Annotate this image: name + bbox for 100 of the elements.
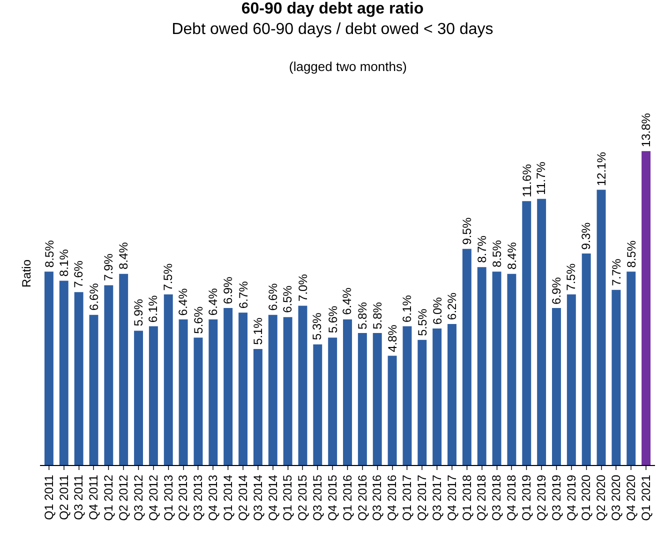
x-tick-label: Q2 2017	[415, 474, 430, 521]
data-label: 6.6%	[86, 282, 101, 311]
bar	[134, 330, 143, 465]
bar	[44, 272, 54, 465]
bar	[298, 306, 308, 465]
data-label: 7.0%	[296, 274, 310, 302]
x-tick-label: Q4 2017	[444, 474, 459, 521]
y-axis-title: Ratio	[19, 259, 34, 288]
data-label: 6.1%	[146, 295, 160, 323]
x-tick-label: Q3 2016	[370, 474, 384, 521]
bar	[612, 290, 621, 465]
data-label: 8.5%	[624, 240, 638, 268]
x-tick-label: Q1 2019	[520, 474, 534, 521]
x-tick-label: Q2 2015	[296, 474, 310, 521]
x-tick-label: Q3 2011	[72, 474, 86, 520]
data-label: 5.6%	[192, 306, 206, 334]
data-label: 11.7%	[534, 161, 548, 195]
x-tick-label: Q3 2014	[250, 474, 265, 521]
bar	[328, 338, 338, 465]
bar	[283, 317, 292, 465]
chart-subtitle: Debt owed 60-90 days / debt owed < 30 days	[172, 21, 494, 38]
data-label: 9.3%	[578, 222, 593, 250]
bar	[582, 253, 591, 465]
bar	[74, 292, 84, 465]
x-tick-label: Q2 2016	[355, 474, 370, 521]
bar	[268, 314, 278, 465]
x-tick-label: Q3 2020	[609, 474, 624, 521]
data-label: 8.5%	[42, 240, 56, 268]
bar	[148, 326, 158, 465]
bar	[178, 319, 188, 465]
x-tick-label: Q1 2014	[220, 474, 235, 521]
data-label: 6.5%	[280, 285, 295, 313]
data-label: 5.5%	[415, 308, 430, 336]
x-tick-label: Q1 2011	[42, 474, 56, 520]
x-tick-label: Q3 2012	[131, 474, 146, 521]
x-tick-label: Q4 2011	[86, 474, 101, 520]
data-label: 7.9%	[101, 253, 116, 281]
data-label: 5.6%	[326, 306, 340, 334]
text: (lagged two months)	[289, 59, 407, 74]
bar	[224, 308, 233, 465]
data-label: 8.4%	[504, 242, 519, 270]
data-label: 8.7%	[474, 235, 489, 263]
bar	[418, 340, 427, 465]
data-label: 6.7%	[236, 280, 250, 309]
bar	[507, 274, 516, 465]
data-label: 6.0%	[430, 296, 445, 325]
data-label: 13.8%	[638, 112, 653, 148]
x-tick-label: Q1 2021	[638, 474, 653, 521]
data-label: 6.4%	[206, 288, 220, 316]
bar	[164, 294, 173, 465]
x-tick-label: Q2 2012	[116, 474, 130, 521]
data-label: 6.1%	[400, 294, 414, 322]
x-tick-label: Q2 2020	[594, 474, 608, 521]
bar	[402, 326, 412, 465]
x-tick-label: Q2 2018	[474, 474, 489, 521]
data-label: 6.6%	[266, 283, 280, 311]
data-label: 7.5%	[564, 263, 578, 291]
data-label: 8.4%	[116, 242, 131, 270]
x-tick-label: Q1 2015	[280, 474, 295, 521]
x-tick-label: Q2 2019	[534, 474, 548, 521]
x-tick-label: Q2 2011	[56, 474, 71, 520]
bar	[462, 248, 472, 465]
bar	[566, 294, 576, 465]
data-label: 6.2%	[445, 292, 460, 320]
x-tick-label: Q1 2020	[579, 474, 594, 521]
bar	[194, 338, 203, 465]
bar	[522, 201, 532, 465]
data-label: 5.1%	[250, 317, 265, 345]
x-tick-label: Q4 2012	[146, 474, 160, 521]
data-label: 5.9%	[132, 298, 146, 326]
bar	[626, 272, 636, 465]
data-label: 5.8%	[370, 302, 384, 330]
x-tick-label: Q4 2020	[624, 474, 638, 521]
data-label: 4.8%	[385, 324, 400, 352]
data-label: 5.8%	[355, 302, 370, 330]
bar	[208, 319, 218, 465]
data-label: 7.7%	[609, 258, 624, 286]
bar	[119, 274, 128, 465]
bar	[358, 333, 367, 465]
bar	[596, 190, 606, 465]
bar	[104, 285, 114, 465]
x-tick-label: Q3 2018	[490, 474, 504, 521]
data-label: 11.6%	[520, 164, 534, 198]
x-tick-label: Q3 2019	[549, 474, 564, 521]
bar	[492, 272, 502, 465]
bar	[313, 344, 322, 465]
x-tick-label: Q3 2013	[191, 474, 206, 521]
bar	[432, 328, 442, 465]
x-tick-label: Q4 2013	[206, 474, 220, 521]
data-label: 7.6%	[72, 260, 86, 288]
bar	[388, 356, 397, 465]
data-label: 8.1%	[57, 248, 72, 277]
bar	[59, 280, 68, 465]
data-label: 5.3%	[310, 312, 324, 340]
x-tick-label: Q2 2014	[236, 474, 250, 521]
x-tick-label: Q2 2013	[176, 474, 190, 521]
x-tick-label: Q1 2012	[102, 474, 116, 521]
x-tick-label: Q1 2016	[340, 474, 354, 521]
data-label: 8.5%	[490, 240, 504, 268]
x-tick-label: Q4 2018	[504, 474, 519, 521]
